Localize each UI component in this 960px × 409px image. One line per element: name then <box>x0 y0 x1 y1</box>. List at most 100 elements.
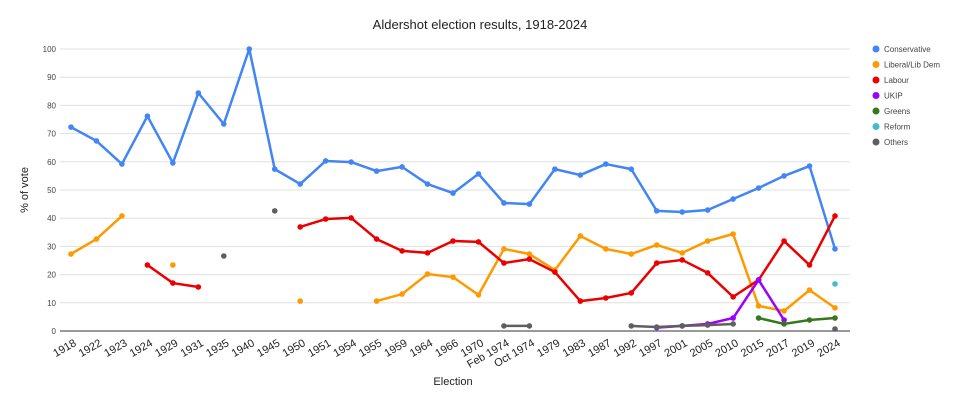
data-point <box>806 262 813 268</box>
data-point <box>297 181 304 187</box>
data-point <box>730 294 736 300</box>
data-point <box>603 295 609 301</box>
x-tick-label: 1935 <box>204 337 231 360</box>
y-tick-label: 100 <box>43 45 57 54</box>
data-point <box>832 246 838 252</box>
series-line <box>758 316 836 326</box>
y-tick-label: 50 <box>47 186 56 195</box>
data-point <box>577 298 584 304</box>
data-point <box>373 168 380 174</box>
data-point <box>424 250 431 256</box>
x-tick-label: 1979 <box>535 337 562 360</box>
data-point <box>781 173 787 179</box>
series-conservative <box>68 46 838 252</box>
data-point <box>653 324 660 330</box>
data-point <box>552 166 558 172</box>
x-tick-label: 2015 <box>739 337 766 360</box>
data-point <box>475 239 482 245</box>
legend-marker <box>872 107 880 115</box>
legend-marker <box>872 61 880 68</box>
data-point <box>144 262 151 268</box>
x-tick-label: 2001 <box>662 337 689 360</box>
series-line <box>299 215 837 303</box>
x-tick-label: 1931 <box>179 337 206 360</box>
x-tick-label: 1955 <box>357 337 384 360</box>
data-point <box>297 224 304 230</box>
x-tick-label: 1954 <box>331 337 358 360</box>
data-point <box>348 159 354 165</box>
series-line <box>70 47 837 250</box>
data-point <box>704 238 711 244</box>
data-point <box>170 280 176 286</box>
data-point <box>424 271 431 277</box>
data-point <box>424 181 431 187</box>
y-tick-label: 70 <box>47 130 56 139</box>
y-tick-label: 60 <box>47 158 56 167</box>
data-point <box>704 322 711 328</box>
data-point <box>297 298 304 304</box>
y-tick-label: 80 <box>47 101 56 110</box>
data-point <box>450 190 456 196</box>
x-tick-label: 1929 <box>153 337 180 360</box>
series-reform <box>832 281 838 287</box>
data-point <box>526 256 533 262</box>
series-line <box>70 215 123 256</box>
x-tick-label: 1950 <box>280 337 307 360</box>
x-tick-label: 1924 <box>128 337 155 360</box>
data-point <box>730 231 736 237</box>
y-tick-label: 30 <box>47 242 56 251</box>
data-point <box>781 317 787 323</box>
data-point <box>832 281 838 287</box>
data-point <box>806 317 813 323</box>
legend-label: Conservative <box>884 45 931 54</box>
data-point <box>679 257 685 263</box>
data-point <box>93 138 100 144</box>
data-point <box>755 277 762 283</box>
data-point <box>399 164 405 170</box>
data-point <box>679 323 685 329</box>
series-labour <box>144 213 838 304</box>
y-axis-title: % of vote <box>19 167 31 213</box>
legend-marker <box>872 76 880 84</box>
data-point <box>170 160 176 166</box>
data-point <box>271 166 278 172</box>
legend-label: Others <box>884 138 908 147</box>
legend-marker <box>872 138 880 146</box>
data-point <box>322 216 329 222</box>
data-point <box>526 323 533 329</box>
data-point <box>399 291 405 297</box>
data-point <box>552 269 558 275</box>
data-point <box>806 287 813 293</box>
x-tick-label: 1959 <box>382 337 409 360</box>
x-tick-label: 1997 <box>637 337 664 360</box>
data-point <box>93 236 100 242</box>
data-point <box>577 172 584 178</box>
legend-label: Labour <box>884 76 909 85</box>
data-point <box>755 185 762 191</box>
data-point <box>704 207 711 213</box>
legend-marker <box>872 92 880 99</box>
data-point <box>832 305 838 311</box>
data-point <box>653 242 660 248</box>
data-point <box>628 290 635 296</box>
data-point <box>246 46 253 52</box>
x-tick-label: 1918 <box>51 337 78 360</box>
data-point <box>755 303 762 309</box>
x-tick-label: 2017 <box>764 337 791 360</box>
data-point <box>679 209 685 215</box>
legend-marker <box>872 123 880 130</box>
data-point <box>475 171 482 177</box>
y-tick-label: 10 <box>47 299 56 308</box>
data-point <box>704 270 711 276</box>
data-point <box>399 248 405 254</box>
chart-title: Aldershot election results, 1918-2024 <box>373 17 588 32</box>
data-point <box>526 201 533 207</box>
x-tick-label: 1922 <box>77 337 104 360</box>
data-point <box>119 213 125 219</box>
data-point <box>221 253 227 259</box>
y-tick-label: 0 <box>52 327 57 336</box>
data-point <box>501 323 507 329</box>
data-point <box>450 274 456 280</box>
data-point <box>755 315 762 321</box>
